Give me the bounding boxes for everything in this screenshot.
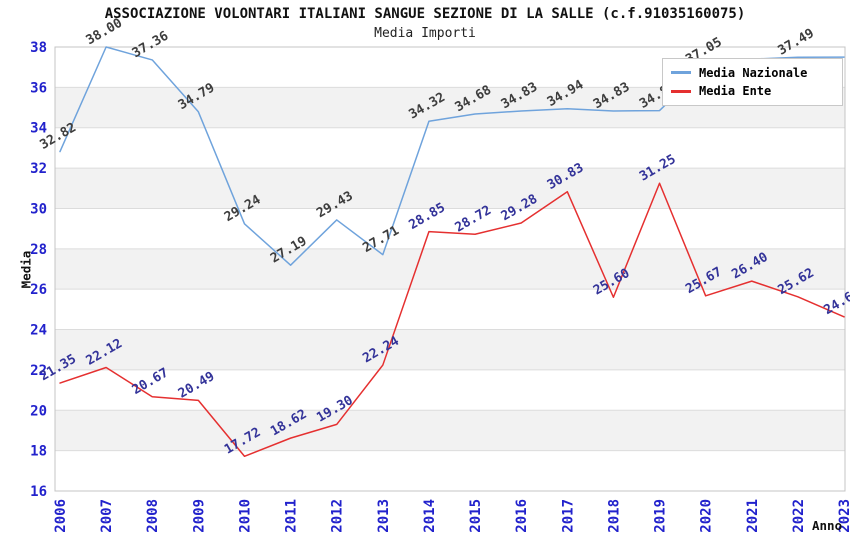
chart-legend: Media Nazionale Media Ente [662, 58, 843, 106]
y-tick-label: 34 [30, 121, 47, 137]
legend-label: Media Nazionale [699, 65, 808, 80]
y-tick-label: 18 [30, 444, 47, 460]
y-tick-label: 24 [30, 323, 47, 339]
legend-item-media-ente: Media Ente [663, 84, 842, 98]
x-tick-label: 2011 [284, 499, 300, 533]
plot-band [55, 329, 845, 370]
y-tick-label: 16 [30, 484, 47, 500]
chart-subtitle: Media Importi [374, 26, 476, 41]
x-tick-label: 2010 [237, 499, 253, 533]
data-label: 24.63 [822, 286, 850, 319]
x-tick-label: 2023 [837, 499, 850, 533]
x-tick-label: 2009 [191, 499, 207, 533]
x-tick-label: 2017 [560, 499, 576, 533]
x-tick-label: 2014 [422, 499, 438, 533]
x-tick-label: 2012 [330, 499, 346, 533]
y-tick-label: 20 [30, 403, 47, 419]
x-tick-label: 2022 [791, 499, 807, 533]
y-tick-label: 28 [30, 242, 47, 258]
plot-frame [54, 46, 846, 492]
x-axis-title: Anno [812, 518, 843, 533]
data-label: 20.49 [176, 369, 217, 402]
y-tick-label: 22 [30, 363, 47, 379]
x-tick-label: 2015 [468, 499, 484, 533]
plot-band [55, 248, 845, 290]
x-tick-label: 2006 [53, 499, 69, 533]
x-tick-label: 2016 [514, 499, 530, 533]
series-line-media-ente [59, 182, 845, 458]
x-tick-label: 2020 [699, 499, 715, 533]
x-tick-label: 2019 [653, 499, 669, 533]
y-tick-label: 26 [30, 282, 47, 298]
legend-item-media-nazionale: Media Nazionale [663, 66, 842, 80]
plot-band [55, 168, 845, 209]
legend-line-swatch-nazionale [671, 71, 691, 75]
x-tick-label: 2007 [99, 499, 115, 533]
x-tick-label: 2018 [606, 499, 622, 533]
y-tick-label: 36 [30, 80, 47, 96]
x-tick-label: 2021 [745, 499, 761, 533]
y-tick-label: 32 [30, 161, 47, 177]
x-tick-label: 2008 [145, 499, 161, 533]
legend-line-swatch-ente [671, 89, 691, 93]
y-axis-title: Media [18, 250, 34, 289]
chart-title: ASSOCIAZIONE VOLONTARI ITALIANI SANGUE S… [104, 6, 746, 22]
legend-label: Media Ente [699, 84, 772, 99]
y-tick-label: 38 [30, 40, 47, 56]
y-tick-label: 30 [30, 201, 47, 217]
x-tick-label: 2013 [376, 499, 392, 533]
plot-band [55, 410, 845, 451]
